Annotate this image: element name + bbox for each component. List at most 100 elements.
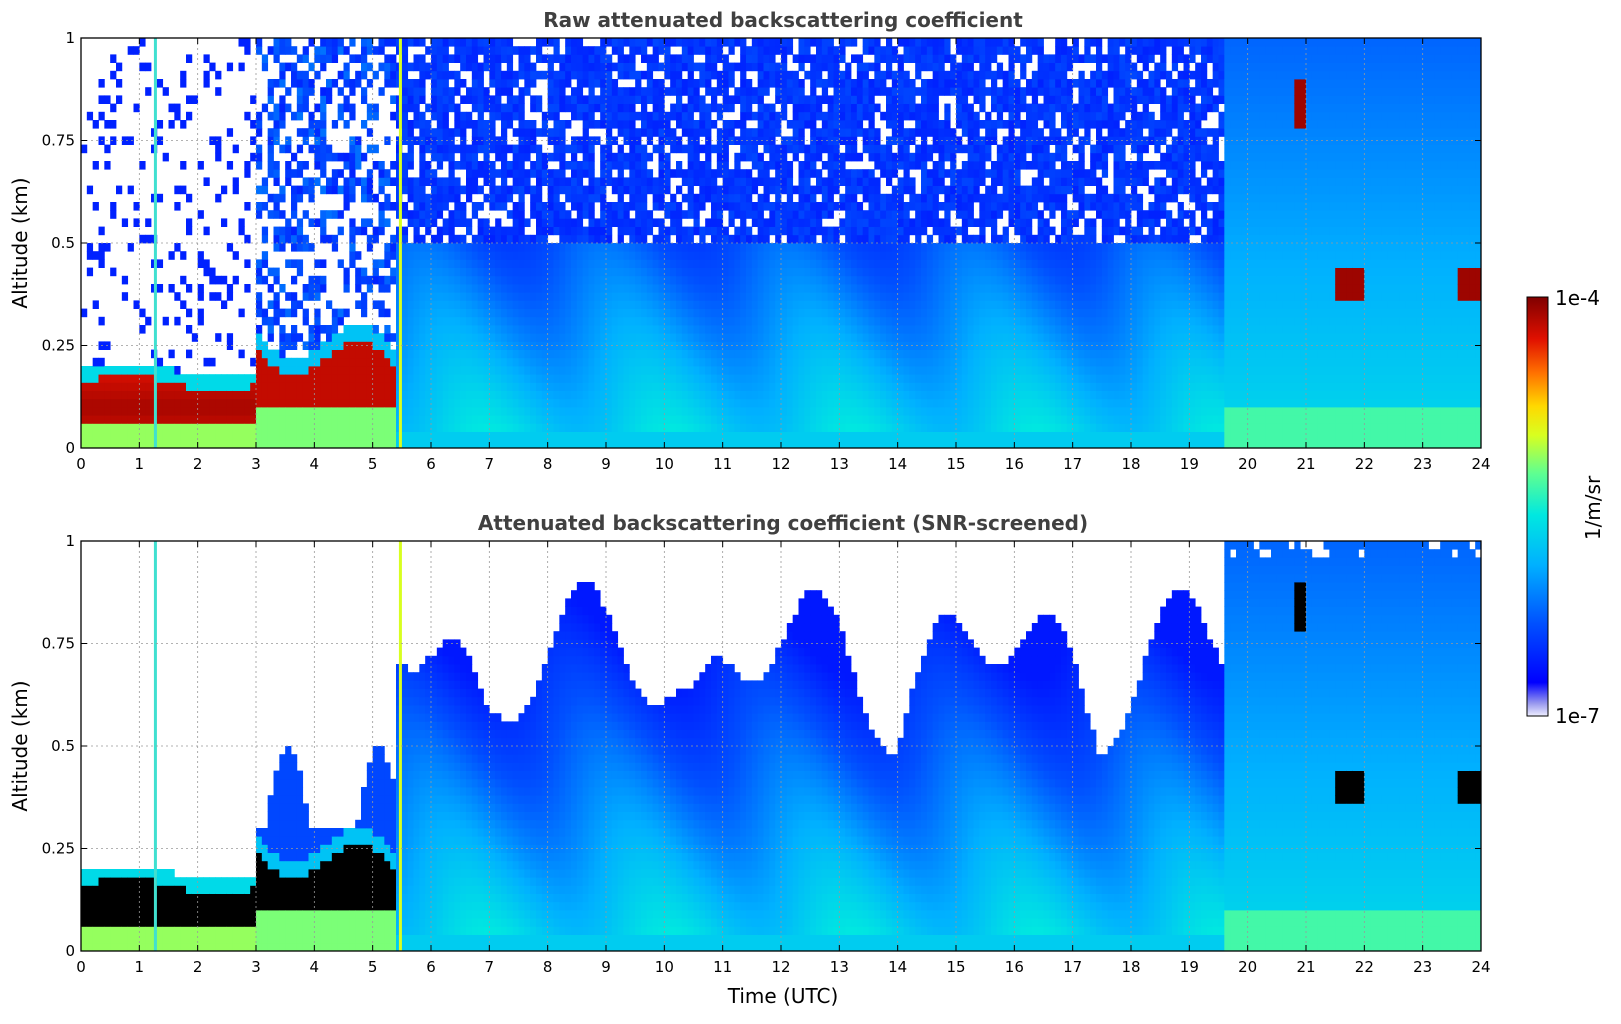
heat-cell: [302, 439, 309, 449]
heat-cell: [699, 128, 706, 137]
heat-cell: [145, 374, 152, 383]
heat-cell: [116, 423, 123, 432]
heat-cell: [384, 202, 391, 211]
heat-cell: [419, 374, 426, 383]
heat-cell: [501, 185, 508, 195]
heat-cell: [495, 366, 502, 375]
heat-cell: [401, 341, 409, 350]
heat-cell: [506, 111, 514, 121]
heat-cell: [366, 234, 374, 244]
heat-cell: [460, 398, 467, 408]
heat-cell: [868, 259, 875, 268]
heat-cell: [541, 415, 549, 424]
heat-cell: [186, 407, 193, 416]
heat-cell: [617, 38, 624, 47]
heat-cell: [291, 79, 298, 88]
heat-cell: [804, 357, 811, 367]
heat-cell: [489, 349, 496, 359]
heat-cell: [378, 202, 385, 211]
heat-cell: [425, 398, 432, 408]
heat-cell: [623, 152, 630, 162]
heat-cell: [611, 308, 619, 318]
heat-cell: [483, 243, 490, 252]
heat-cell: [629, 284, 636, 293]
heat-cell: [355, 423, 362, 432]
heat-cell: [775, 366, 782, 375]
heat-cell: [524, 366, 531, 375]
heat-cell: [547, 357, 554, 367]
heat-cell: [821, 423, 829, 432]
heat-cell: [372, 341, 379, 350]
heat-cell: [226, 423, 234, 432]
heat-cell: [751, 366, 759, 375]
heat-cell: [670, 316, 677, 326]
heat-cell: [606, 398, 613, 408]
heat-cell: [326, 87, 333, 96]
heat-cell: [267, 390, 274, 400]
heat-cell: [711, 226, 718, 236]
heat-cell: [845, 218, 852, 227]
heat-cell: [821, 374, 829, 383]
heat-cell: [495, 431, 502, 441]
heat-cell: [384, 325, 391, 334]
heat-cell: [460, 333, 467, 342]
heat-cell: [670, 284, 677, 293]
heat-cell: [635, 325, 642, 334]
heat-cell: [693, 275, 700, 285]
heat-cell: [355, 144, 362, 154]
heat-cell: [722, 234, 729, 244]
heat-cell: [454, 38, 461, 47]
heat-cell: [442, 226, 449, 236]
heat-cell: [646, 349, 654, 359]
heat-cell: [314, 415, 321, 424]
heat-cell: [366, 423, 374, 432]
heat-cell: [279, 46, 286, 55]
heat-cell: [769, 128, 776, 137]
heat-cell: [693, 423, 700, 432]
heat-cell: [133, 407, 140, 416]
heat-cell: [501, 398, 508, 408]
heat-cell: [419, 431, 426, 441]
heat-cell: [495, 54, 502, 63]
heat-cell: [687, 87, 694, 96]
heat-cell: [442, 349, 449, 359]
heat-cell: [786, 226, 794, 236]
heat-cell: [425, 349, 432, 359]
heat-cell: [512, 431, 519, 441]
heat-cell: [291, 325, 298, 334]
heat-cell: [769, 38, 776, 47]
heat-cell: [699, 103, 706, 113]
heat-cell: [827, 423, 834, 432]
heat-cell: [623, 415, 630, 424]
heat-cell: [845, 111, 852, 121]
heat-cell: [442, 357, 449, 367]
heat-cell: [401, 120, 409, 129]
heat-cell: [442, 341, 449, 350]
heat-cell: [162, 407, 169, 416]
heat-cell: [652, 316, 659, 326]
heat-cell: [366, 185, 374, 195]
heat-cell: [547, 226, 554, 236]
heat-cell: [279, 308, 286, 318]
heat-cell: [553, 382, 560, 391]
heat-cell: [757, 103, 764, 113]
heat-cell: [483, 390, 490, 400]
heat-cell: [565, 275, 572, 285]
heat-cell: [711, 38, 718, 47]
heat-cell: [611, 46, 619, 55]
heat-cell: [757, 316, 764, 326]
heat-cell: [594, 316, 601, 326]
heat-cell: [466, 398, 473, 408]
heat-cell: [308, 38, 315, 47]
heat-cell: [209, 415, 216, 424]
heat-cell: [419, 79, 426, 88]
heat-cell: [681, 423, 689, 432]
heat-cell: [314, 128, 321, 137]
heat-cell: [862, 300, 869, 309]
heat-cell: [728, 292, 735, 301]
heat-cell: [571, 325, 578, 334]
heat-cell: [734, 366, 741, 375]
heat-cell: [541, 226, 549, 236]
heat-cell: [827, 357, 834, 367]
heat-cell: [495, 415, 502, 424]
